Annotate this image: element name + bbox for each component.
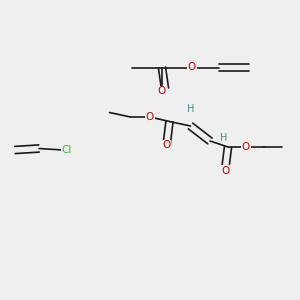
- Text: O: O: [162, 140, 171, 151]
- Text: Cl: Cl: [62, 145, 72, 155]
- Text: O: O: [242, 142, 250, 152]
- Text: H: H: [187, 104, 194, 115]
- Text: O: O: [188, 62, 196, 73]
- Text: H: H: [220, 133, 227, 143]
- Text: O: O: [158, 86, 166, 97]
- Text: O: O: [221, 166, 229, 176]
- Text: O: O: [146, 112, 154, 122]
